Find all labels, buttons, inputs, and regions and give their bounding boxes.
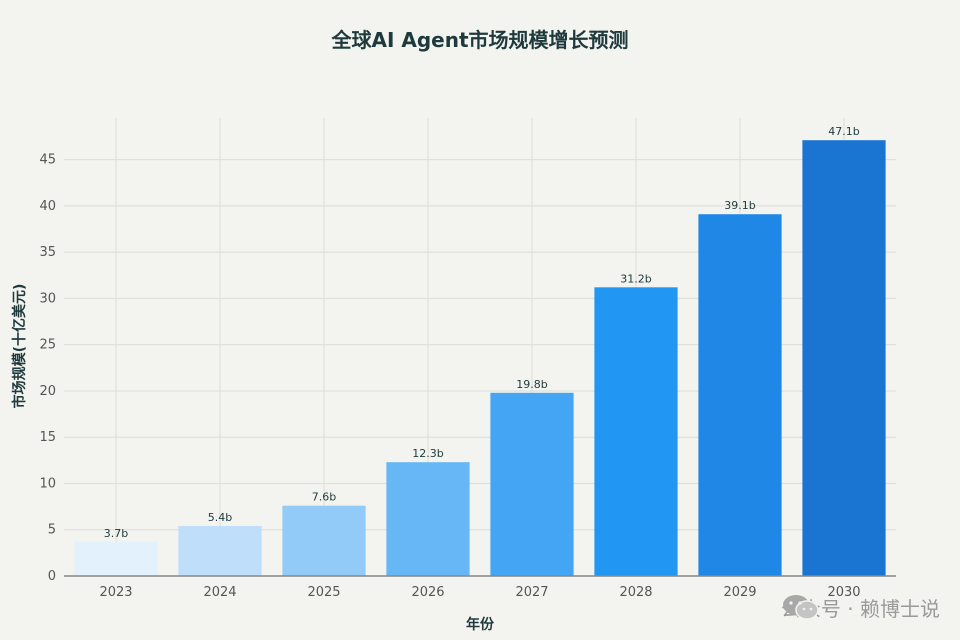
y-tick-label: 45 — [39, 153, 56, 168]
data-label-2023: 3.7b — [104, 527, 128, 540]
bar-2026 — [386, 462, 470, 576]
bar-2027 — [490, 392, 574, 576]
bar-2028 — [594, 287, 678, 576]
y-axis-label: 市场规模(十亿美元) — [11, 284, 28, 409]
bar-2030 — [802, 140, 886, 576]
bar-2024 — [178, 526, 262, 576]
y-tick-label: 10 — [39, 476, 56, 491]
y-tick-label: 15 — [39, 430, 56, 445]
x-axis-label: 年份 — [466, 616, 495, 633]
y-tick-label: 0 — [48, 569, 56, 584]
data-label-2024: 5.4b — [208, 511, 232, 524]
bar-2025 — [282, 505, 366, 576]
data-label-2026: 12.3b — [412, 447, 443, 460]
wechat-icon — [782, 595, 819, 620]
x-tick-label-2025: 2025 — [307, 585, 340, 600]
x-tick-label-2029: 2029 — [723, 585, 756, 600]
x-tick-label-2024: 2024 — [203, 585, 236, 600]
labels-layer: 3.7b 5.4b 7.6b 12.3b 19.8b 31.2b 39.1b 47.1b — [104, 125, 860, 540]
data-label-2029: 39.1b — [724, 199, 755, 212]
chart-title: 全球AI Agent市场规模增长预测 — [330, 28, 628, 52]
x-tick-label-2028: 2028 — [619, 585, 652, 600]
y-tick-label: 30 — [39, 291, 56, 306]
y-tick-label: 25 — [39, 338, 56, 353]
x-tick-label-2027: 2027 — [515, 585, 548, 600]
x-tick-label-2026: 2026 — [411, 585, 444, 600]
y-tick-label: 40 — [39, 199, 56, 214]
data-label-2025: 7.6b — [312, 491, 336, 504]
bars-layer — [74, 140, 886, 576]
y-tick-label: 20 — [39, 384, 56, 399]
x-tick-label-2023: 2023 — [99, 585, 132, 600]
data-label-2027: 19.8b — [516, 378, 547, 391]
y-tick-label: 35 — [39, 245, 56, 260]
bar-2023 — [74, 541, 158, 576]
y-ticks: 0 5 10 15 20 25 30 35 40 45 — [39, 153, 56, 584]
watermark: 公众号 · 赖博士说 — [781, 593, 940, 622]
data-label-2030: 47.1b — [828, 125, 859, 138]
y-tick-label: 5 — [48, 523, 56, 538]
bar-2029 — [698, 214, 782, 576]
data-label-2028: 31.2b — [620, 272, 651, 285]
x-tick-label-2030: 2030 — [827, 585, 860, 600]
x-ticks: 2023 2024 2025 2026 2027 2028 2029 2030 — [99, 585, 860, 600]
